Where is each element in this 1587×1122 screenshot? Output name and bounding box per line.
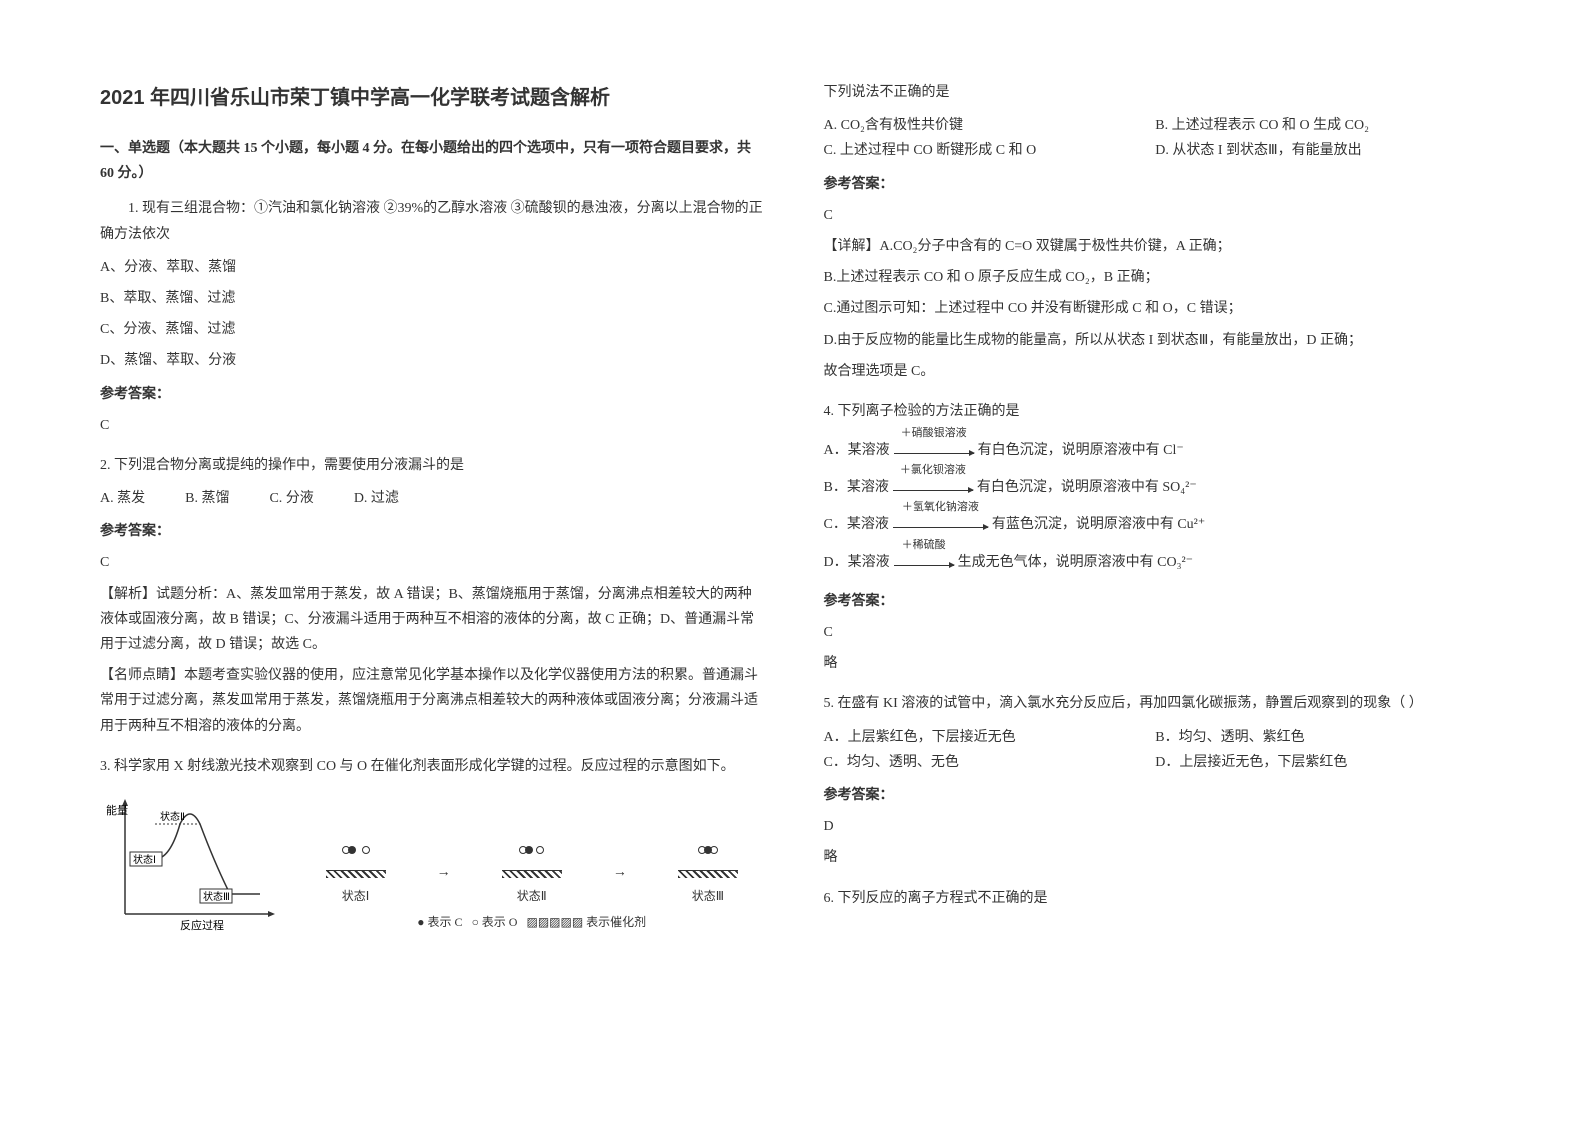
state3-label: 状态Ⅲ xyxy=(203,890,230,903)
q1-option-a: A、分液、萃取、蒸馏 xyxy=(100,255,764,280)
energy-curve-svg: 能量 反应过程 状态Ⅱ 状态Ⅰ 状态Ⅲ xyxy=(100,794,280,934)
q4b-pre: B．某溶液 xyxy=(824,475,889,500)
arrow-icon: → xyxy=(613,860,627,885)
legend: ● 表示 C ○ 表示 O ▨▨▨▨▨ 表示催化剂 xyxy=(300,912,764,934)
q3-answer-label: 参考答案： xyxy=(824,172,1488,197)
q4c-pre: C．某溶液 xyxy=(824,512,889,537)
q3-options-row1: A. CO₂含有极性共价键 B. 上述过程表示 CO 和 O 生成 CO₂ C.… xyxy=(824,113,1488,163)
q2-option-b: B. 蒸馏 xyxy=(185,486,229,511)
q4a-over: ＋硝酸银溶液 xyxy=(894,424,974,444)
q4d-post: 生成无色气体，说明原溶液中有 CO₃²⁻ xyxy=(958,550,1193,575)
q3-detail-d: D.由于反应物的能量比生成物的能量高，所以从状态 I 到状态Ⅲ，有能量放出，D … xyxy=(824,328,1488,353)
state-2: 状态Ⅱ xyxy=(502,839,562,908)
q4c-over: ＋氢氧化钠溶液 xyxy=(893,498,988,518)
question-3: 3. 科学家用 X 射线激光技术观察到 CO 与 O 在催化剂表面形成化学键的过… xyxy=(100,754,764,934)
q2-answer: C xyxy=(100,550,764,575)
page-title: 2021 年四川省乐山市荣丁镇中学高一化学联考试题含解析 xyxy=(100,80,764,116)
q5-option-b: B．均匀、透明、紫红色 xyxy=(1155,725,1487,750)
q5-answer: D xyxy=(824,814,1488,839)
q4-option-d: D．某溶液 ＋稀硫酸 生成无色气体，说明原溶液中有 CO₃²⁻ xyxy=(824,550,1194,575)
q3-detail-c: C.通过图示可知：上述过程中 CO 并没有断键形成 C 和 O，C 错误； xyxy=(824,296,1488,321)
arrow-icon: ＋氢氧化钠溶液 xyxy=(893,512,988,537)
question-1: 1. 现有三组混合物：①汽油和氯化钠溶液 ②39%的乙醇水溶液 ③硫酸钡的悬浊液… xyxy=(100,196,764,438)
q4d-over: ＋稀硫酸 xyxy=(894,536,954,556)
q4a-post: 有白色沉淀，说明原溶液中有 Cl⁻ xyxy=(978,438,1184,463)
legend-cat: ▨▨▨▨▨ 表示催化剂 xyxy=(526,915,646,929)
q3-answer: C xyxy=(824,203,1488,228)
q3-diagram: 能量 反应过程 状态Ⅱ 状态Ⅰ 状态Ⅲ 状态Ⅰ → xyxy=(100,794,764,934)
state1-text: 状态Ⅰ xyxy=(342,889,370,903)
q2-explanation-1: 【解析】试题分析：A、蒸发皿常用于蒸发，故 A 错误；B、蒸馏烧瓶用于蒸馏，分离… xyxy=(100,582,764,658)
section-header: 一、单选题（本大题共 15 个小题，每小题 4 分。在每小题给出的四个选项中，只… xyxy=(100,136,764,186)
q5-options: A．上层紫红色，下层接近无色 B．均匀、透明、紫红色 C．均匀、透明、无色 D．… xyxy=(824,725,1488,775)
q3-text2: 下列说法不正确的是 xyxy=(824,80,1488,105)
question-6: 6. 下列反应的离子方程式不正确的是 xyxy=(824,886,1488,911)
q5-option-d: D．上层接近无色，下层紫红色 xyxy=(1155,750,1487,775)
q4b-post: 有白色沉淀，说明原溶液中有 SO₄²⁻ xyxy=(977,475,1197,500)
q3-detail-end: 故合理选项是 C。 xyxy=(824,359,1488,384)
q5-text: 5. 在盛有 KI 溶液的试管中，滴入氯水充分反应后，再加四氯化碳振荡，静置后观… xyxy=(824,691,1488,716)
state-1: 状态Ⅰ xyxy=(326,839,386,908)
q3-detail-a: 【详解】A.CO₂分子中含有的 C=O 双键属于极性共价键，A 正确； xyxy=(824,234,1488,259)
q5-answer-label: 参考答案： xyxy=(824,783,1488,808)
state2-text: 状态Ⅱ xyxy=(517,889,547,903)
state2-label: 状态Ⅱ xyxy=(160,810,185,823)
q3-detail-b: B.上述过程表示 CO 和 O 原子反应生成 CO₂，B 正确； xyxy=(824,265,1488,290)
q1-option-c: C、分液、蒸馏、过滤 xyxy=(100,317,764,342)
arrow-icon: ＋氯化钡溶液 xyxy=(893,475,973,500)
question-3-cont: 下列说法不正确的是 A. CO₂含有极性共价键 B. 上述过程表示 CO 和 O… xyxy=(824,80,1488,384)
q4d-pre: D．某溶液 xyxy=(824,550,890,575)
q4b-over: ＋氯化钡溶液 xyxy=(893,461,973,481)
q1-answer-label: 参考答案： xyxy=(100,382,764,407)
q4-option-a: A．某溶液 ＋硝酸银溶液 有白色沉淀，说明原溶液中有 Cl⁻ xyxy=(824,438,1184,463)
q3-option-d: D. 从状态 I 到状态Ⅲ，有能量放出 xyxy=(1155,138,1487,163)
q4-略: 略 xyxy=(824,651,1488,676)
q3-option-a: A. CO₂含有极性共价键 xyxy=(824,113,1156,138)
q4a-pre: A．某溶液 xyxy=(824,438,890,463)
xlabel: 反应过程 xyxy=(180,918,224,932)
state-diagram: 状态Ⅰ → 状态Ⅱ → 状态Ⅲ ● 表示 xyxy=(300,839,764,934)
q2-option-a: A. 蒸发 xyxy=(100,486,145,511)
arrow-icon: ＋硝酸银溶液 xyxy=(894,438,974,463)
q1-option-b: B、萃取、蒸馏、过滤 xyxy=(100,286,764,311)
q4-text: 4. 下列离子检验的方法正确的是 xyxy=(824,399,1488,424)
q3-option-b: B. 上述过程表示 CO 和 O 生成 CO₂ xyxy=(1155,113,1487,138)
q5-option-c: C．均匀、透明、无色 xyxy=(824,750,1156,775)
left-column: 2021 年四川省乐山市荣丁镇中学高一化学联考试题含解析 一、单选题（本大题共 … xyxy=(100,80,764,1042)
q4-option-c: C．某溶液 ＋氢氧化钠溶液 有蓝色沉淀，说明原溶液中有 Cu²⁺ xyxy=(824,512,1206,537)
state1-label: 状态Ⅰ xyxy=(133,853,156,866)
q3-text: 3. 科学家用 X 射线激光技术观察到 CO 与 O 在催化剂表面形成化学键的过… xyxy=(100,754,764,779)
q1-answer: C xyxy=(100,413,764,438)
q2-explanation-2: 【名师点睛】本题考查实验仪器的使用，应注意常见化学基本操作以及化学仪器使用方法的… xyxy=(100,663,764,739)
question-2: 2. 下列混合物分离或提纯的操作中，需要使用分液漏斗的是 A. 蒸发 B. 蒸馏… xyxy=(100,453,764,739)
question-4: 4. 下列离子检验的方法正确的是 A．某溶液 ＋硝酸银溶液 有白色沉淀，说明原溶… xyxy=(824,399,1488,677)
q4-answer-label: 参考答案： xyxy=(824,589,1488,614)
q6-text: 6. 下列反应的离子方程式不正确的是 xyxy=(824,886,1488,911)
q3-option-c: C. 上述过程中 CO 断键形成 C 和 O xyxy=(824,138,1156,163)
q5-略: 略 xyxy=(824,845,1488,870)
q4-answer: C xyxy=(824,620,1488,645)
q5-option-a: A．上层紫红色，下层接近无色 xyxy=(824,725,1156,750)
arrow-icon: ＋稀硫酸 xyxy=(894,550,954,575)
legend-o: ○ 表示 O xyxy=(472,915,518,929)
q4c-post: 有蓝色沉淀，说明原溶液中有 Cu²⁺ xyxy=(992,512,1205,537)
q1-option-d: D、蒸馏、萃取、分液 xyxy=(100,348,764,373)
q2-options: A. 蒸发 B. 蒸馏 C. 分液 D. 过滤 xyxy=(100,486,764,511)
q4-option-b: B．某溶液 ＋氯化钡溶液 有白色沉淀，说明原溶液中有 SO₄²⁻ xyxy=(824,475,1197,500)
state-3: 状态Ⅲ xyxy=(678,839,738,908)
ylabel: 能量 xyxy=(106,803,128,817)
question-5: 5. 在盛有 KI 溶液的试管中，滴入氯水充分反应后，再加四氯化碳振荡，静置后观… xyxy=(824,691,1488,870)
q2-option-c: C. 分液 xyxy=(269,486,313,511)
q1-text: 1. 现有三组混合物：①汽油和氯化钠溶液 ②39%的乙醇水溶液 ③硫酸钡的悬浊液… xyxy=(100,196,764,246)
state3-text: 状态Ⅲ xyxy=(692,889,724,903)
legend-c: ● 表示 C xyxy=(417,915,462,929)
q2-answer-label: 参考答案： xyxy=(100,519,764,544)
right-column: 下列说法不正确的是 A. CO₂含有极性共价键 B. 上述过程表示 CO 和 O… xyxy=(824,80,1488,1042)
q2-option-d: D. 过滤 xyxy=(354,486,399,511)
arrow-icon: → xyxy=(437,860,451,885)
q2-text: 2. 下列混合物分离或提纯的操作中，需要使用分液漏斗的是 xyxy=(100,453,764,478)
